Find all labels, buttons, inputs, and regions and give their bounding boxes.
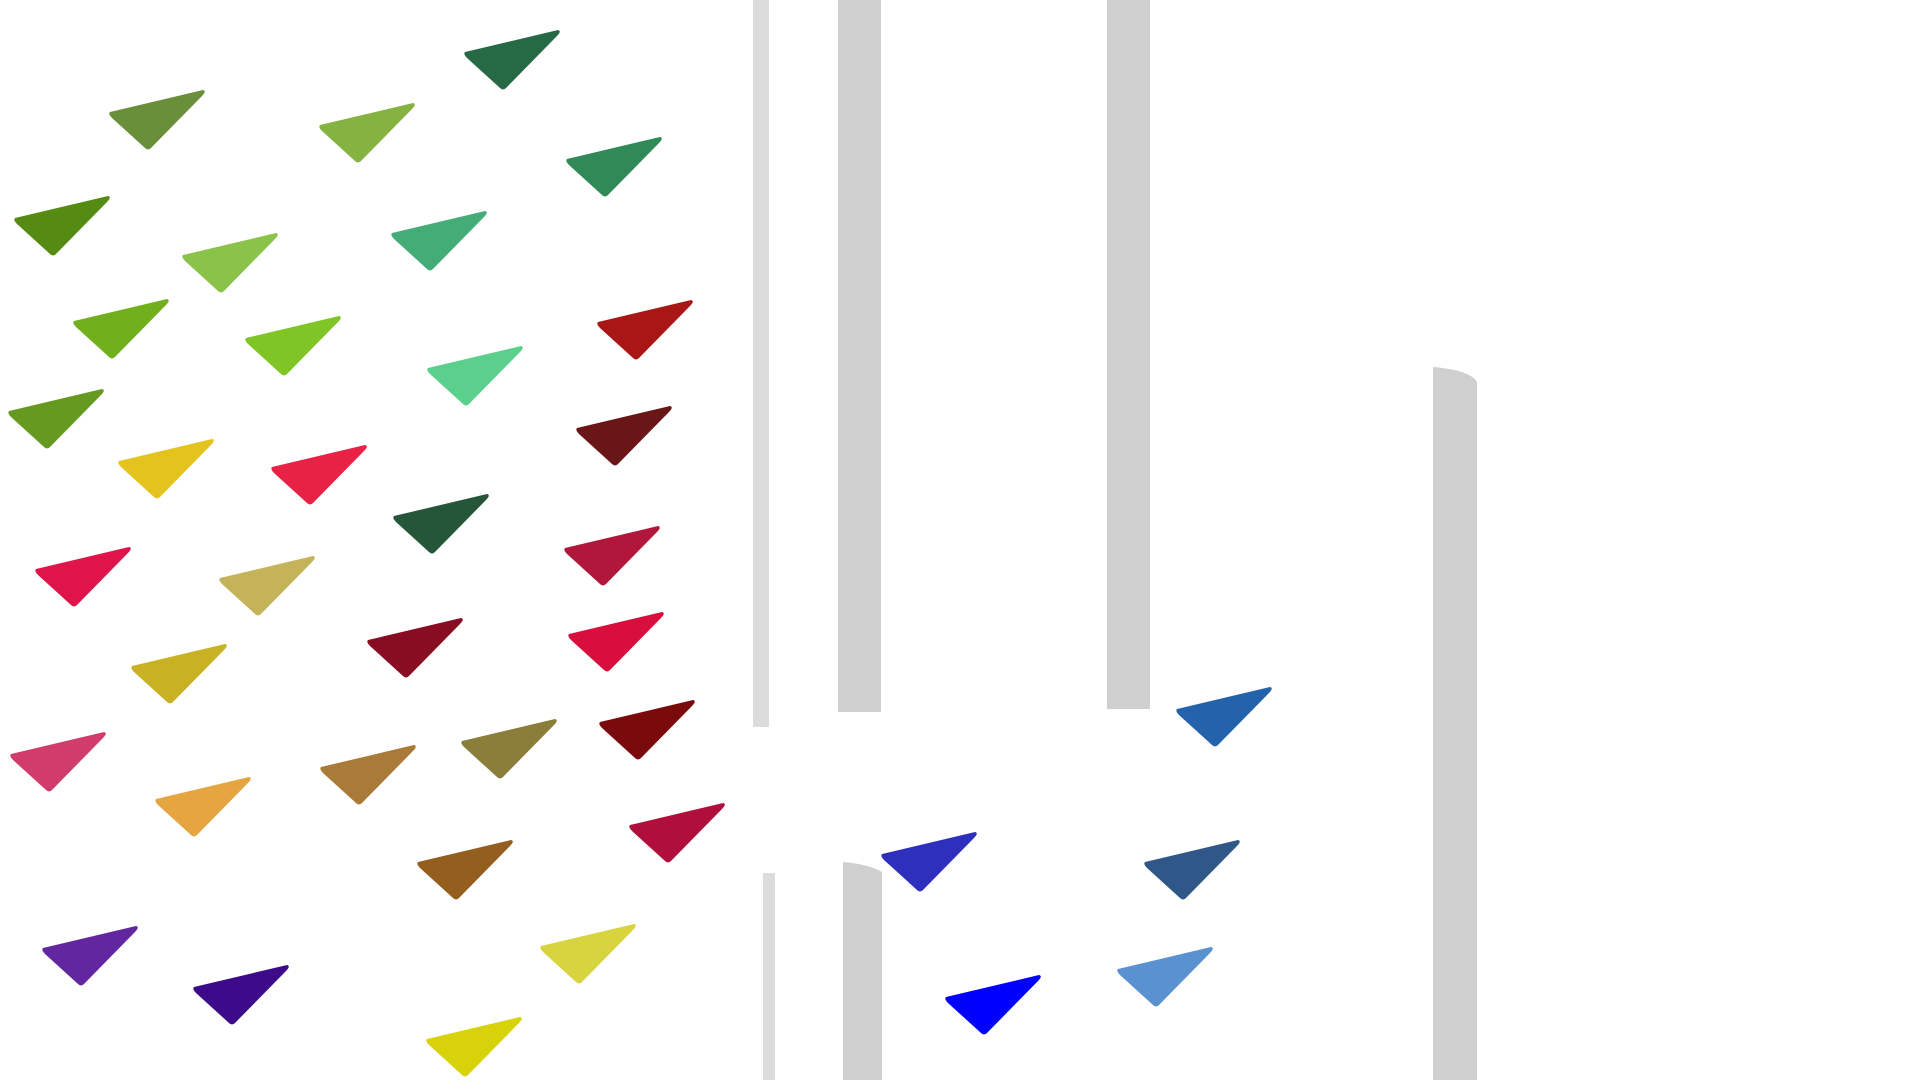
colored-piece[interactable] [461,719,557,779]
colored-piece[interactable] [629,803,725,863]
thin-pillar [763,873,775,1080]
colored-piece[interactable] [597,300,693,360]
colored-piece[interactable] [193,965,289,1025]
pillar [1433,367,1477,1080]
colored-piece[interactable] [42,926,138,986]
colored-piece[interactable] [319,103,415,163]
colored-piece[interactable] [155,777,251,837]
colored-piece[interactable] [426,1017,522,1077]
colored-piece[interactable] [393,494,489,554]
colored-piece[interactable] [14,196,110,256]
colored-piece[interactable] [320,745,416,805]
colored-piece[interactable] [1117,947,1213,1007]
thin-pillar [753,0,769,727]
colored-piece[interactable] [576,406,672,466]
colored-piece[interactable] [391,211,487,271]
colored-piece[interactable] [10,732,106,792]
pillar [1107,0,1150,709]
colored-piece[interactable] [417,840,513,900]
colored-piece[interactable] [245,316,341,376]
colored-piece[interactable] [131,644,227,704]
colored-piece[interactable] [566,137,662,197]
colored-piece[interactable] [367,618,463,678]
colored-piece[interactable] [564,526,660,586]
colored-piece[interactable] [568,612,664,672]
colored-piece[interactable] [73,299,169,359]
colored-piece[interactable] [182,233,278,293]
colored-piece[interactable] [1176,687,1272,747]
colored-piece[interactable] [540,924,636,984]
colored-piece[interactable] [881,832,977,892]
colored-piece[interactable] [109,90,205,150]
colored-piece[interactable] [427,346,523,406]
colored-piece[interactable] [219,556,315,616]
colored-piece[interactable] [1144,840,1240,900]
colored-piece[interactable] [464,30,560,90]
colored-piece[interactable] [599,700,695,760]
colored-piece[interactable] [8,389,104,449]
colored-piece[interactable] [118,439,214,499]
pillar [843,862,882,1080]
colored-piece[interactable] [35,547,131,607]
colored-piece[interactable] [945,975,1041,1035]
colored-piece[interactable] [271,445,367,505]
pillar [838,0,881,712]
